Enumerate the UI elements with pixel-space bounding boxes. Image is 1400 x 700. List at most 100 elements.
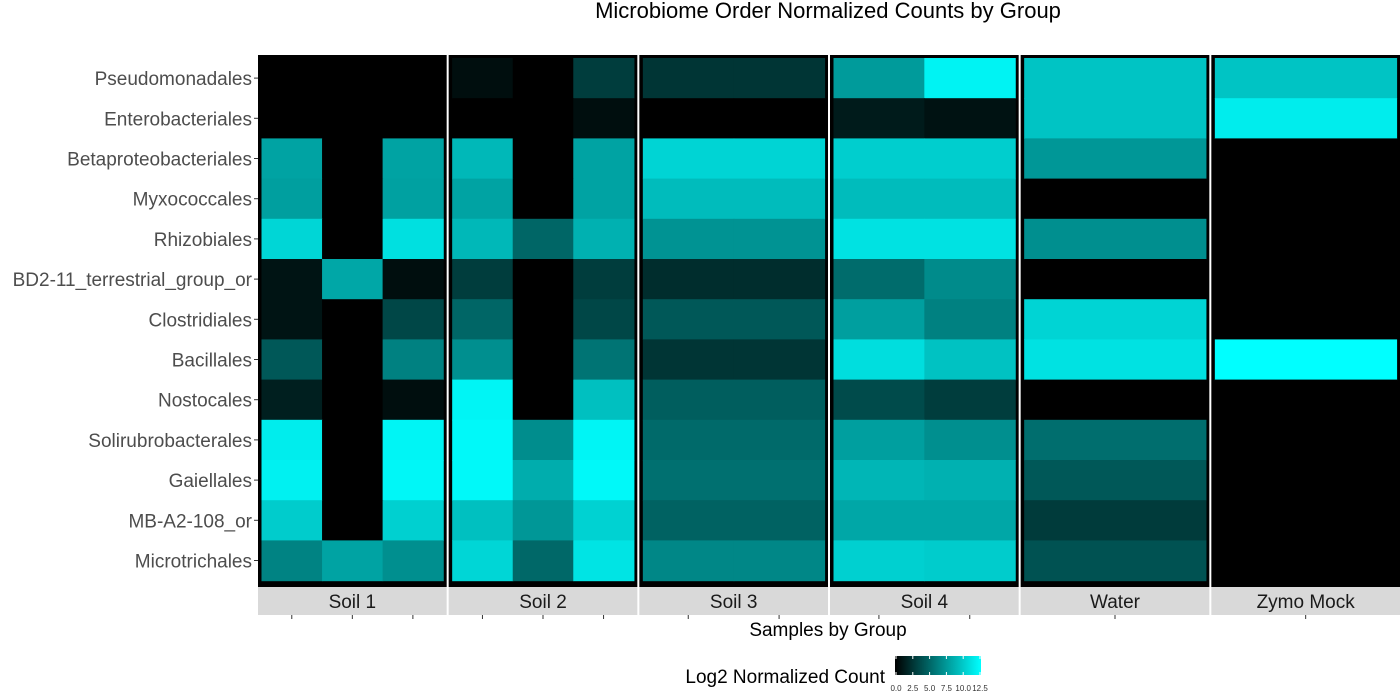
- heatmap-cell: [833, 218, 925, 260]
- heatmap-cell: [261, 98, 323, 139]
- heatmap-cell: [261, 379, 323, 421]
- heatmap-cell: [642, 419, 735, 461]
- heatmap-cell: [573, 339, 635, 381]
- legend: Log2 Normalized Count 0.0 2.5 5.0 7.5 10.0 12…: [685, 656, 988, 693]
- facet-label: Soil 3: [710, 592, 758, 613]
- heatmap-cell: [1024, 178, 1207, 220]
- heatmap-cell: [322, 259, 384, 300]
- heatmap-cell: [1214, 419, 1398, 461]
- heatmap-cell: [382, 299, 444, 340]
- row-label: Pseudomonadales: [95, 69, 252, 90]
- heatmap-cell: [382, 98, 444, 139]
- heatmap-cell: [382, 178, 444, 220]
- heatmap-cell: [1214, 540, 1398, 582]
- heatmap-cell: [642, 259, 735, 300]
- heatmap-cell: [1024, 259, 1207, 300]
- heatmap-cell: [382, 540, 444, 582]
- heatmap-cell: [833, 58, 925, 99]
- heatmap-cell: [573, 419, 635, 461]
- heatmap-cell: [261, 540, 323, 582]
- facet-panel: Water: [1020, 55, 1210, 619]
- legend-colorbar: [895, 656, 981, 675]
- legend-tick-label: 5.0: [924, 684, 936, 693]
- heatmap-cell: [1214, 339, 1398, 381]
- heatmap-cell: [733, 178, 826, 220]
- heatmap-cell: [382, 419, 444, 461]
- heatmap-cell: [833, 138, 925, 180]
- heatmap-cell: [1214, 259, 1398, 300]
- heatmap-cell: [322, 540, 384, 582]
- row-label: Microtrichales: [135, 552, 252, 573]
- heatmap-cell: [322, 460, 384, 501]
- facet-strip: [1020, 587, 1210, 615]
- row-label: Myxococcales: [133, 190, 252, 211]
- facet-strip: [830, 587, 1019, 615]
- facet-panel: Soil 3: [639, 55, 828, 619]
- heatmap-cell: [452, 339, 514, 381]
- heatmap-cell: [1024, 218, 1207, 260]
- heatmap-cell: [1024, 299, 1207, 340]
- legend-title: Log2 Normalized Count: [685, 667, 885, 688]
- heatmap-cell: [512, 339, 574, 381]
- heatmap-cell: [512, 259, 574, 300]
- facet-strip: [639, 587, 828, 615]
- legend-tick-label: 12.5: [972, 684, 988, 693]
- heatmap-cell: [733, 500, 826, 541]
- heatmap-cell: [833, 460, 925, 501]
- legend-tick-label: 2.5: [907, 684, 919, 693]
- heatmap-cell: [833, 419, 925, 461]
- heatmap-cell: [733, 299, 826, 340]
- heatmap-cell: [1214, 138, 1398, 180]
- heatmap-cell: [924, 259, 1016, 300]
- heatmap-cell: [1214, 460, 1398, 501]
- heatmap-cell: [512, 500, 574, 541]
- heatmap-cell: [733, 379, 826, 421]
- heatmap-cell: [512, 98, 574, 139]
- row-label: BD2-11_terrestrial_group_or: [13, 270, 253, 291]
- heatmap-cell: [1024, 339, 1207, 381]
- heatmap-cell: [642, 339, 735, 381]
- heatmap-cell: [1214, 379, 1398, 421]
- heatmap-cell: [382, 58, 444, 99]
- heatmap-cell: [1214, 218, 1398, 260]
- heatmap-cell: [642, 58, 735, 99]
- heatmap-cell: [261, 339, 323, 381]
- heatmap-cell: [924, 98, 1016, 139]
- heatmap-cell: [261, 259, 323, 300]
- heatmap-cell: [261, 138, 323, 180]
- facet-strip: [1211, 587, 1400, 615]
- heatmap-cell: [924, 218, 1016, 260]
- heatmap-cell: [382, 379, 444, 421]
- heatmap-cell: [733, 460, 826, 501]
- heatmap-cell: [261, 178, 323, 220]
- heatmap-cell: [1024, 419, 1207, 461]
- row-label: Bacillales: [172, 351, 252, 372]
- heatmap-cell: [261, 58, 323, 99]
- heatmap-cell: [924, 500, 1016, 541]
- heatmap-cell: [1024, 98, 1207, 139]
- x-axis-title: Samples by Group: [749, 620, 906, 641]
- heatmap-cell: [733, 339, 826, 381]
- heatmap-cell: [573, 379, 635, 421]
- heatmap-cell: [1214, 299, 1398, 340]
- facet-panel: Soil 4: [830, 55, 1019, 619]
- heatmap-cell: [452, 419, 514, 461]
- heatmap-cell: [642, 218, 735, 260]
- heatmap-cell: [924, 419, 1016, 461]
- facet-panel: Soil 1: [258, 55, 447, 619]
- heatmap-cell: [322, 419, 384, 461]
- row-label: Clostridiales: [149, 310, 252, 331]
- facet-label: Zymo Mock: [1257, 592, 1356, 613]
- heatmap-cell: [833, 379, 925, 421]
- heatmap-cell: [573, 500, 635, 541]
- heatmap-cell: [1214, 178, 1398, 220]
- heatmap-cell: [512, 379, 574, 421]
- heatmap-cell: [512, 58, 574, 99]
- heatmap-cell: [1024, 138, 1207, 180]
- heatmap-cell: [833, 98, 925, 139]
- heatmap-cell: [833, 339, 925, 381]
- heatmap-cell: [512, 218, 574, 260]
- heatmap-cell: [642, 178, 735, 220]
- heatmap-cell: [924, 379, 1016, 421]
- heatmap-cell: [924, 299, 1016, 340]
